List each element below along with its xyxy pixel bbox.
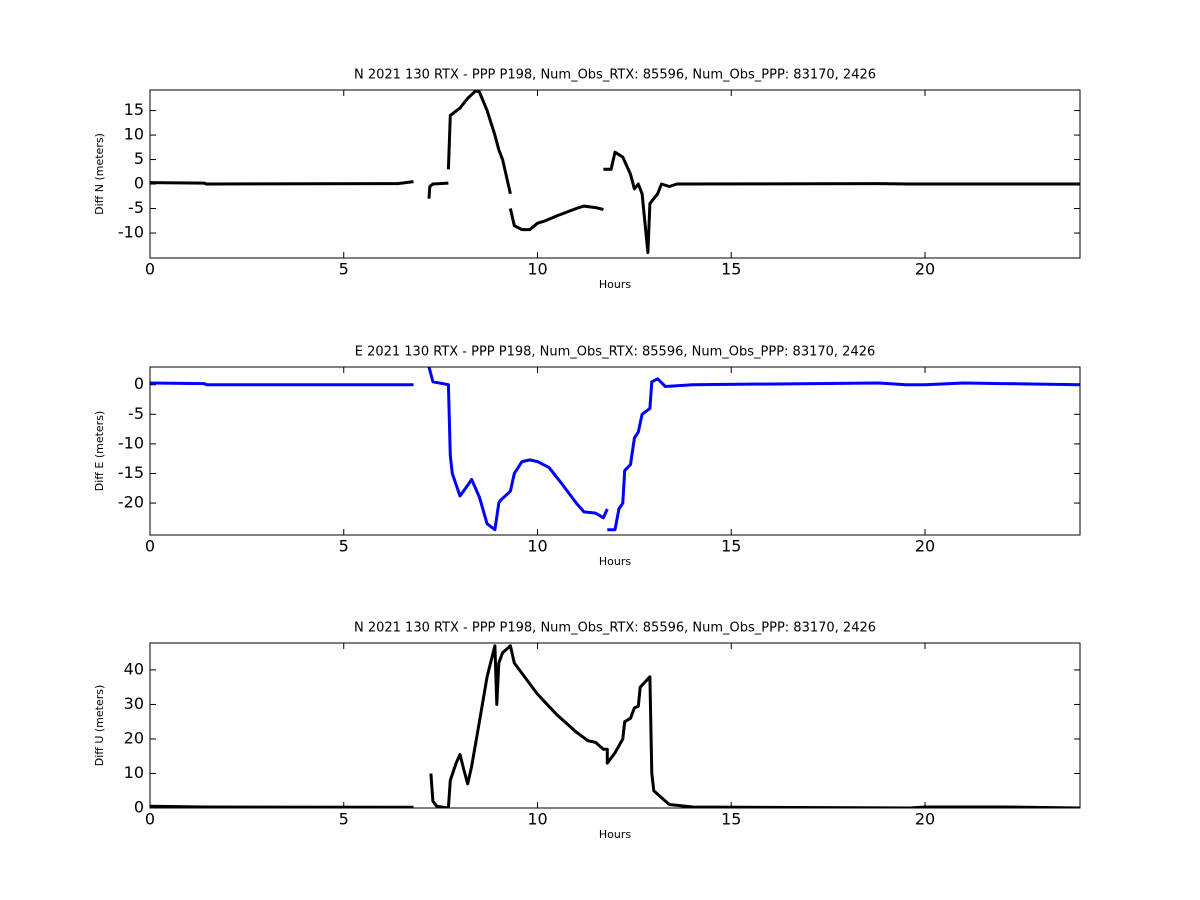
chart-title: N 2021 130 RTX - PPP P198, Num_Obs_RTX: …: [354, 68, 876, 83]
y-tick-label: -15: [118, 463, 144, 482]
chart-title: E 2021 130 RTX - PPP P198, Num_Obs_RTX: …: [355, 345, 876, 360]
y-tick-label: -20: [118, 493, 144, 512]
axes-frame: [149, 642, 1081, 809]
y-tick-label: -5: [128, 198, 144, 217]
x-tick-label: 15: [721, 260, 741, 279]
y-tick-label: 0: [134, 798, 144, 817]
chart-title: N 2021 130 RTX - PPP P198, Num_Obs_RTX: …: [354, 621, 876, 636]
y-tick-label: 20: [124, 728, 144, 747]
axes-frame: [149, 366, 1081, 536]
y-tick-label: -10: [118, 433, 144, 452]
y-tick-label: -5: [128, 404, 144, 423]
x-tick-label: 10: [527, 810, 547, 829]
x-tick-label: 10: [527, 260, 547, 279]
x-axis-label: Hours: [599, 278, 631, 291]
y-axis-label: Diff N (meters): [93, 133, 106, 215]
x-tick-label: 5: [339, 810, 349, 829]
y-tick-label: 40: [124, 659, 144, 678]
y-tick-label: 5: [134, 149, 144, 168]
x-tick-label: 15: [721, 537, 741, 556]
x-tick-label: 0: [145, 260, 155, 279]
x-tick-label: 20: [915, 810, 935, 829]
y-tick-label: 10: [124, 763, 144, 782]
x-tick-label: 0: [145, 810, 155, 829]
axes-frame: [149, 89, 1081, 259]
y-tick-label: 0: [134, 174, 144, 193]
x-tick-label: 5: [339, 537, 349, 556]
x-axis-label: Hours: [599, 828, 631, 841]
y-tick-label: 30: [124, 694, 144, 713]
x-tick-label: 10: [527, 537, 547, 556]
x-tick-label: 0: [145, 537, 155, 556]
x-tick-label: 5: [339, 260, 349, 279]
x-tick-label: 20: [915, 537, 935, 556]
x-tick-label: 15: [721, 810, 741, 829]
y-axis-label: Diff U (meters): [93, 685, 106, 767]
x-tick-label: 20: [915, 260, 935, 279]
data-line: [150, 644, 1080, 808]
y-tick-label: 0: [134, 374, 144, 393]
y-tick-label: 15: [124, 100, 144, 119]
y-tick-label: 10: [124, 125, 144, 144]
data-line: [150, 367, 1080, 532]
x-axis-label: Hours: [599, 555, 631, 568]
data-line: [150, 90, 1080, 255]
y-axis-label: Diff E (meters): [93, 411, 106, 491]
y-tick-label: -10: [118, 223, 144, 242]
